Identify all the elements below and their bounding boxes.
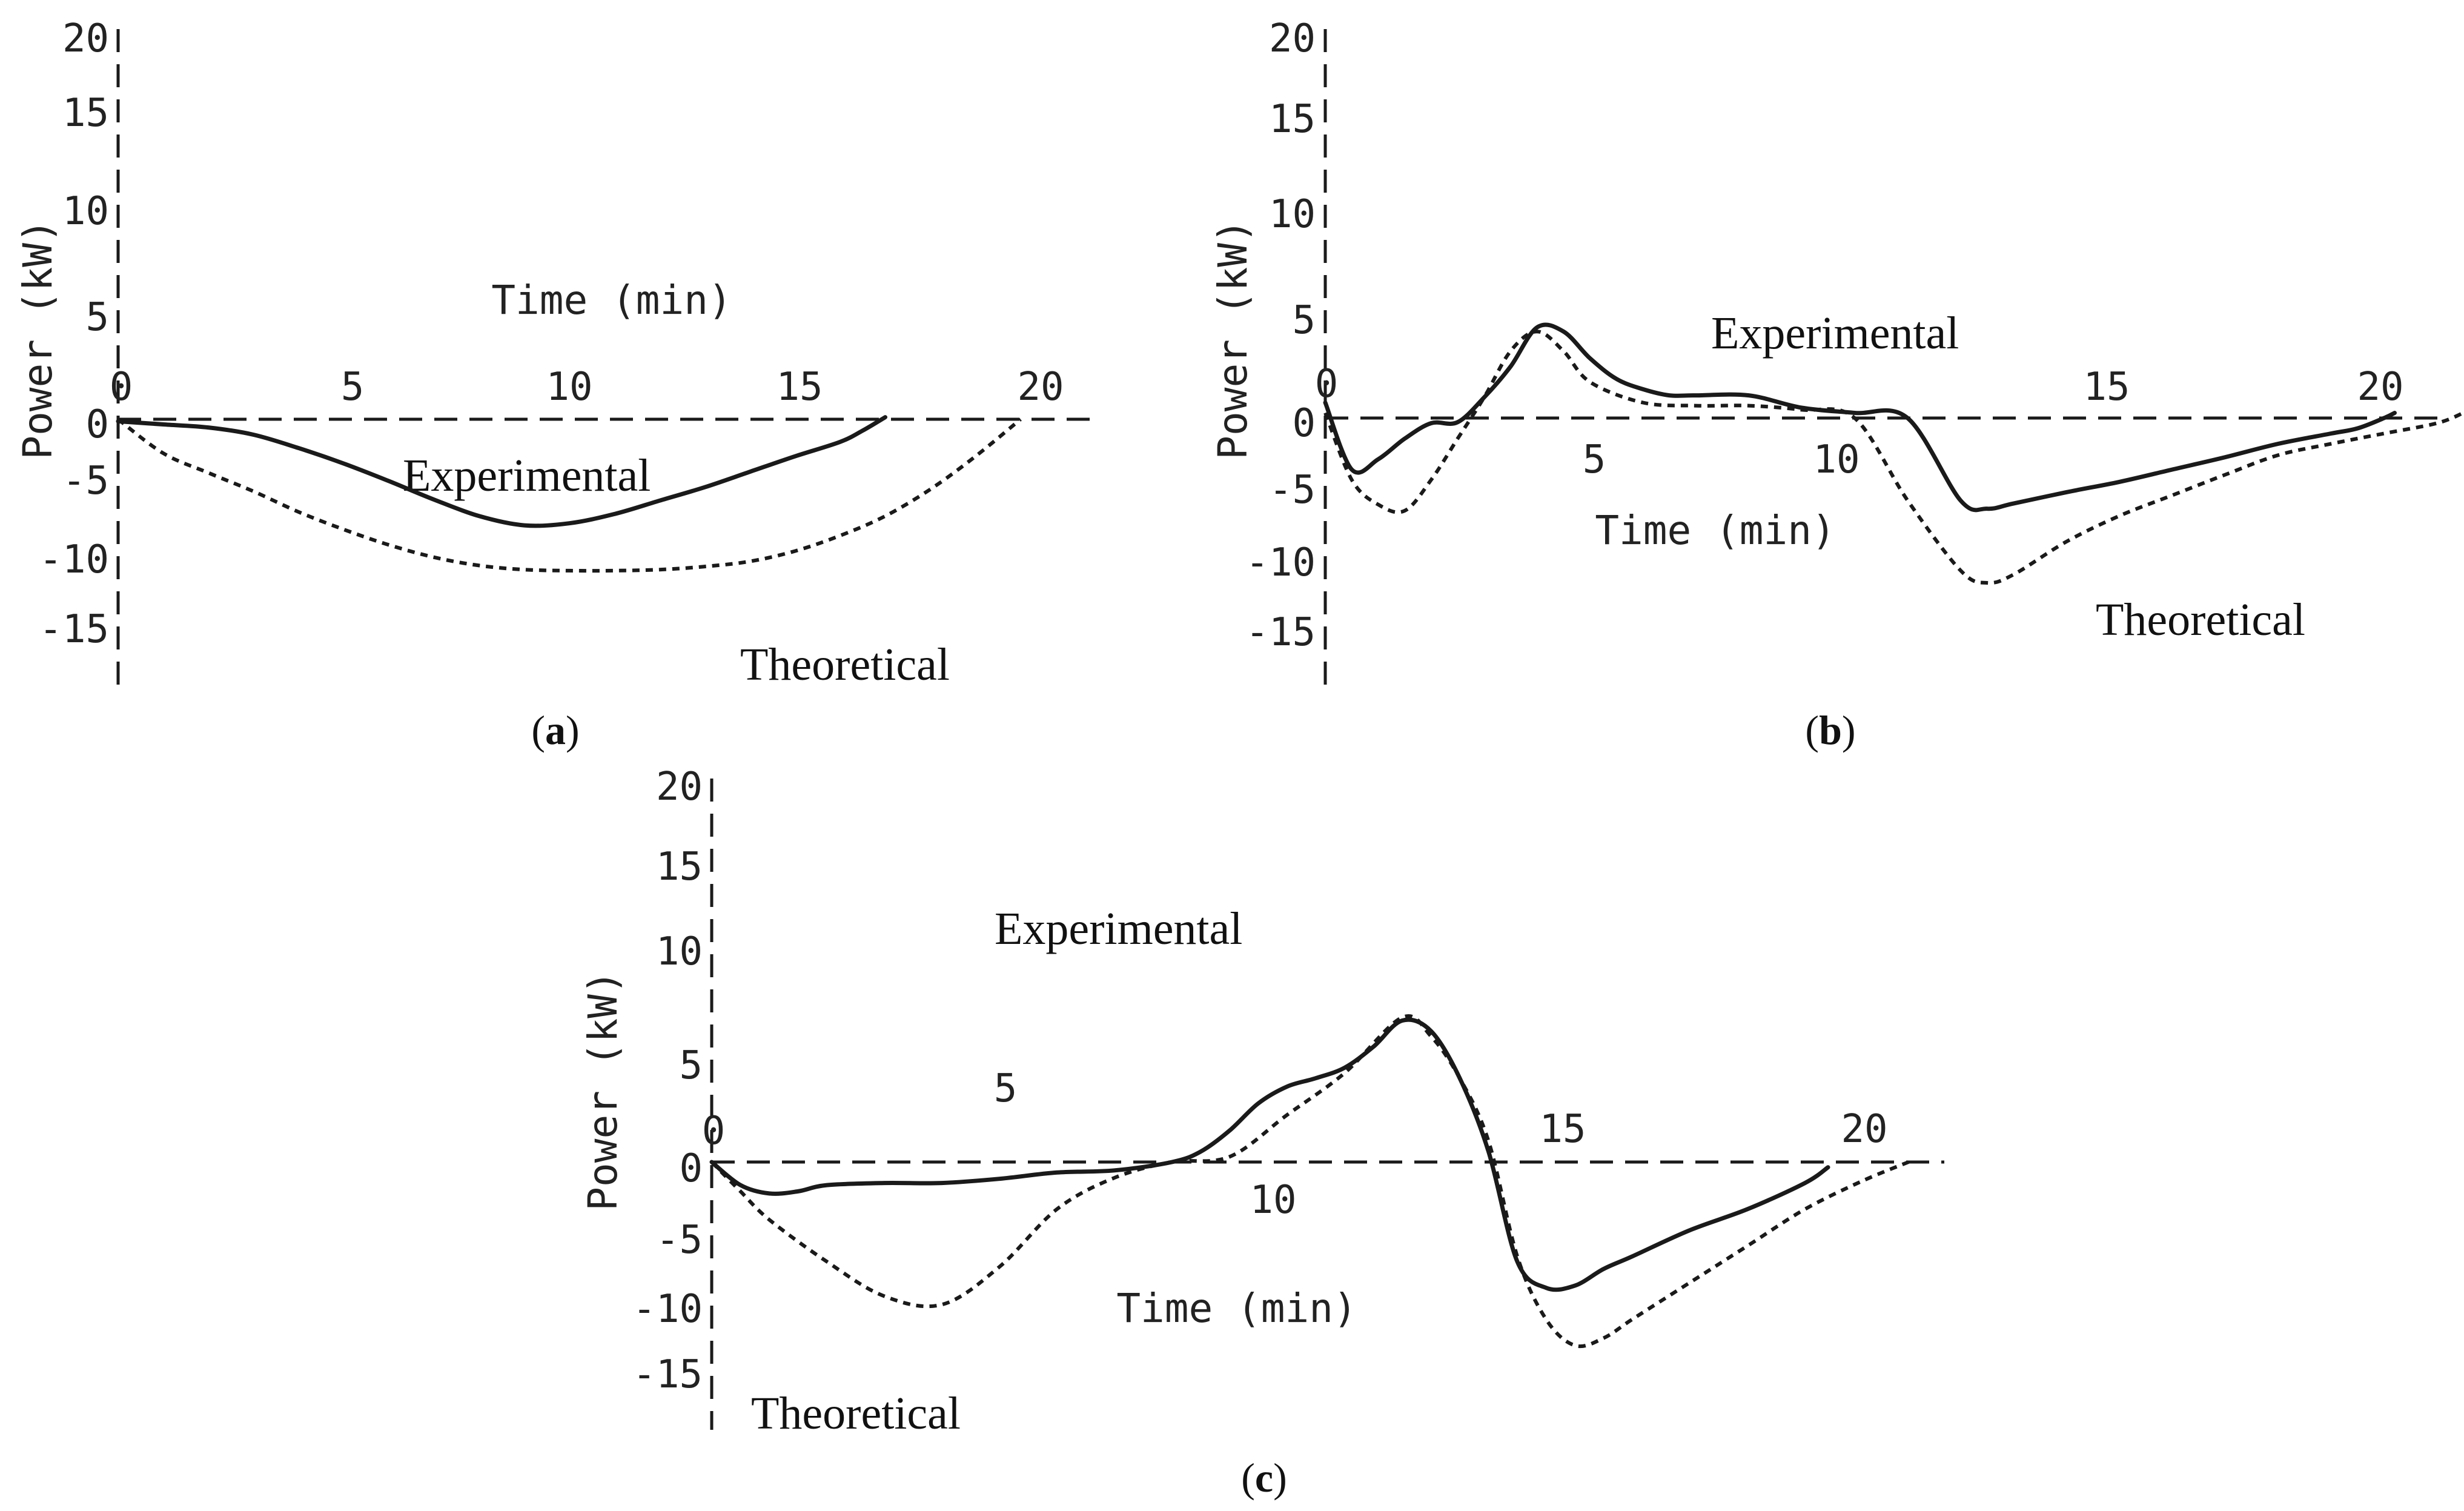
x-tick-label: 0 xyxy=(1315,362,1339,407)
x-tick-label: 15 xyxy=(2083,365,2130,410)
y-tick-label: 0 xyxy=(85,402,109,447)
panel-a: 20 15 10 5 0 -5 -10 -15 0 5 10 15 20 Tim… xyxy=(15,16,1096,753)
y-tick-label: -5 xyxy=(656,1218,703,1263)
series-line-theoretical-a xyxy=(117,417,1022,573)
y-tick-label: 5 xyxy=(679,1043,703,1088)
y-tick-label: 20 xyxy=(1269,16,1316,61)
y-tick-label: 10 xyxy=(62,189,109,234)
panel-b: 20 15 10 5 0 -5 -10 -15 0 5 10 15 20 Tim… xyxy=(1210,16,2438,753)
panel-label-a: (a) xyxy=(531,707,579,753)
y-tick-label: -15 xyxy=(632,1352,703,1397)
theoretical-label: Theoretical xyxy=(740,639,950,690)
x-tick-label: 0 xyxy=(110,365,133,410)
y-tick-label: 10 xyxy=(656,929,703,974)
x-tick-label: 20 xyxy=(1841,1107,1887,1152)
y-tick-label: 15 xyxy=(62,91,109,136)
x-tick-label: 10 xyxy=(1250,1178,1296,1223)
panel-label-b: (b) xyxy=(1805,707,1855,753)
y-tick-label: -10 xyxy=(39,537,109,582)
experimental-label: Experimental xyxy=(995,903,1242,954)
x-tick-label: 5 xyxy=(341,365,365,410)
x-axis-title: Time (min) xyxy=(1116,1285,1357,1332)
y-tick-label: 15 xyxy=(1269,97,1316,142)
x-tick-label: 10 xyxy=(546,365,592,410)
x-tick-label: 15 xyxy=(776,365,823,410)
series-line-theoretical-b xyxy=(1323,330,2464,585)
y-tick-label: 5 xyxy=(1292,298,1316,343)
series-line-experimental-a xyxy=(116,415,887,528)
y-tick-label: 20 xyxy=(62,16,109,61)
panel-letter: a xyxy=(545,707,566,753)
y-tick-label: 0 xyxy=(679,1146,703,1191)
x-tick-label: 5 xyxy=(1583,437,1606,482)
panel-letter: c xyxy=(1255,1455,1273,1501)
y-axis-title: Power (kW) xyxy=(580,970,626,1210)
series-line-experimental-b xyxy=(1323,322,2397,513)
experimental-label: Experimental xyxy=(403,450,651,501)
x-axis-title: Time (min) xyxy=(491,277,732,324)
x-tick-label: 5 xyxy=(994,1066,1018,1111)
y-tick-label: -5 xyxy=(1269,468,1316,513)
y-tick-label: 15 xyxy=(656,845,703,889)
theoretical-label: Theoretical xyxy=(2096,594,2305,645)
theoretical-label: Theoretical xyxy=(751,1388,961,1439)
y-tick-label: -15 xyxy=(39,607,109,652)
panel-label-c: (c) xyxy=(1241,1455,1287,1501)
series-layer xyxy=(116,322,2464,1349)
panel-c: 20 15 10 5 0 -5 -10 -15 0 5 10 15 20 Tim… xyxy=(580,765,1944,1501)
x-tick-label: 0 xyxy=(702,1109,726,1154)
y-tick-label: 0 xyxy=(1292,401,1316,446)
panel-letter: b xyxy=(1819,707,1842,753)
y-tick-label: -5 xyxy=(62,459,109,503)
x-tick-label: 20 xyxy=(1017,365,1064,410)
x-tick-label: 15 xyxy=(1539,1107,1586,1152)
x-tick-label: 20 xyxy=(2357,365,2403,410)
x-axis-title: Time (min) xyxy=(1595,507,1835,554)
y-tick-label: 5 xyxy=(85,295,109,340)
series-line-experimental-c xyxy=(709,1017,1830,1292)
y-axis-title: Power (kW) xyxy=(1210,219,1256,459)
y-tick-label: -10 xyxy=(632,1287,703,1332)
y-tick-label: -10 xyxy=(1245,540,1316,585)
x-tick-label: 10 xyxy=(1813,437,1860,482)
y-tick-label: 20 xyxy=(656,765,703,809)
experimental-label: Experimental xyxy=(1711,308,1959,359)
y-axis-title: Power (kW) xyxy=(15,219,61,459)
y-tick-label: 10 xyxy=(1269,192,1316,237)
y-tick-label: -15 xyxy=(1245,610,1316,655)
